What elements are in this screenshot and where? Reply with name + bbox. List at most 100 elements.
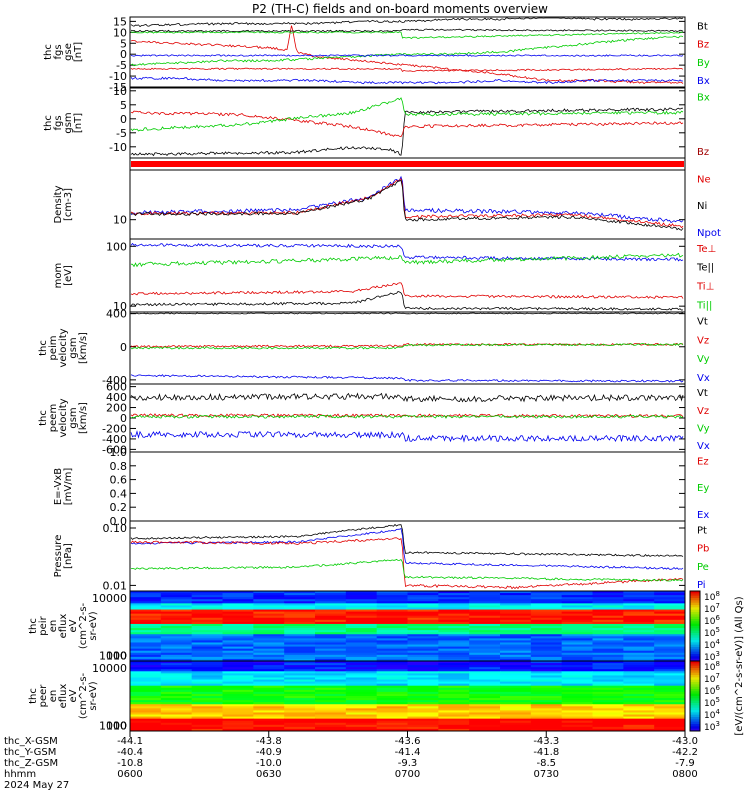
heatmap-cell	[623, 613, 655, 617]
heatmap-cell	[315, 702, 347, 705]
heatmap-cell	[500, 607, 532, 611]
heatmap-cell	[469, 632, 501, 635]
heatmap-cell	[130, 658, 162, 662]
heatmap-cell	[530, 702, 563, 705]
heatmap-cell	[315, 673, 347, 676]
colorbar-segment	[690, 621, 700, 625]
heatmap-cell	[407, 619, 439, 623]
heatmap-cell	[438, 652, 470, 656]
y-tick-label: 10000	[92, 592, 127, 605]
heatmap-cell	[130, 669, 162, 672]
heatmap-cell	[438, 636, 470, 639]
heatmap-cell	[469, 704, 501, 707]
heatmap-cell	[654, 681, 686, 685]
heatmap-cell	[376, 615, 408, 619]
heatmap-cell	[530, 720, 563, 724]
heatmap-cell	[561, 597, 593, 600]
y-axis-label: eV	[68, 619, 79, 632]
heatmap-cell	[654, 728, 686, 732]
heatmap-cell	[284, 728, 316, 732]
heatmap-cell	[284, 693, 316, 697]
heatmap-cell	[345, 700, 378, 703]
heatmap-cell	[561, 702, 593, 705]
heatmap-cell	[592, 591, 624, 594]
x-row-value: -43.3	[533, 736, 559, 747]
heatmap-cell	[253, 642, 285, 646]
y-axis-label: (cm^2-s-	[78, 672, 89, 719]
heatmap-cell	[284, 615, 316, 619]
heatmap-cell	[623, 626, 655, 629]
heatmap-cell	[315, 628, 347, 631]
heatmap-cell	[500, 603, 532, 606]
plot-title: P2 (TH-C) fields and on-board moments ov…	[252, 2, 548, 16]
heatmap-cell	[438, 607, 470, 611]
heatmap-cell	[407, 726, 439, 730]
heatmap-cell	[469, 650, 501, 654]
colorbar-segment	[690, 623, 700, 627]
heatmap-cell	[530, 700, 563, 703]
heatmap-cell	[130, 689, 162, 693]
heatmap-cell	[654, 700, 686, 703]
heatmap-cell	[654, 630, 686, 633]
heatmap-cell	[191, 698, 223, 701]
heatmap-cell	[130, 675, 162, 678]
heatmap-cell	[469, 661, 501, 664]
heatmap-cell	[345, 667, 378, 670]
heatmap-cell	[376, 669, 408, 672]
heatmap-cell	[376, 698, 408, 701]
heatmap-cell	[130, 693, 162, 697]
heatmap-cell	[160, 675, 193, 678]
heatmap-cell	[561, 698, 593, 701]
heatmap-cell	[407, 708, 439, 711]
y-tick-label: -600	[102, 443, 127, 456]
heatmap-cell	[345, 609, 378, 613]
heatmap-cell	[654, 611, 686, 615]
heatmap-cell	[623, 603, 655, 606]
heatmap-cell	[654, 640, 686, 643]
heatmap-cell	[623, 683, 655, 687]
heatmap-cell	[623, 710, 655, 713]
heatmap-cell	[130, 650, 162, 654]
heatmap-cell	[253, 718, 285, 722]
heatmap-cell	[222, 603, 254, 606]
heatmap-cell	[438, 687, 470, 691]
heatmap-cell	[654, 634, 686, 637]
heatmap-cell	[561, 628, 593, 631]
heatmap-cell	[284, 689, 316, 693]
heatmap-cell	[253, 687, 285, 691]
colorbar-segment	[690, 612, 700, 615]
heatmap-cell	[222, 704, 254, 707]
y-axis-label: fgs	[53, 115, 64, 130]
heatmap-cell	[561, 644, 593, 648]
heatmap-cell	[561, 720, 593, 724]
y-axis-label: E=-VxB	[53, 468, 64, 505]
heatmap-cell	[407, 693, 439, 697]
heatmap-cell	[561, 663, 593, 666]
heatmap-cell	[284, 677, 316, 681]
heatmap-cell	[222, 661, 254, 664]
heatmap-cell	[345, 644, 378, 648]
heatmap-cell	[500, 652, 532, 656]
heatmap-cell	[623, 714, 655, 718]
heatmap-cell	[407, 720, 439, 724]
heatmap-cell	[407, 636, 439, 639]
colorbar-segment	[690, 644, 700, 648]
heatmap-cell	[191, 638, 223, 641]
heatmap-cell	[654, 638, 686, 641]
heatmap-cell	[345, 706, 378, 709]
x-row-value: -8.5	[536, 758, 556, 769]
heatmap-cell	[315, 609, 347, 613]
heatmap-cell	[469, 640, 501, 643]
heatmap-cell	[376, 687, 408, 691]
heatmap-cell	[623, 642, 655, 646]
heatmap-cell	[530, 698, 563, 701]
heatmap-cell	[130, 714, 162, 718]
heatmap-cell	[469, 667, 501, 670]
heatmap-cell	[376, 726, 408, 730]
y-tick-label: 10	[113, 719, 127, 732]
heatmap-cell	[191, 615, 223, 619]
heatmap-cell	[253, 728, 285, 732]
y-axis-label: sr-eV)	[88, 611, 99, 640]
heatmap-cell	[438, 630, 470, 633]
heatmap-cell	[315, 691, 347, 695]
